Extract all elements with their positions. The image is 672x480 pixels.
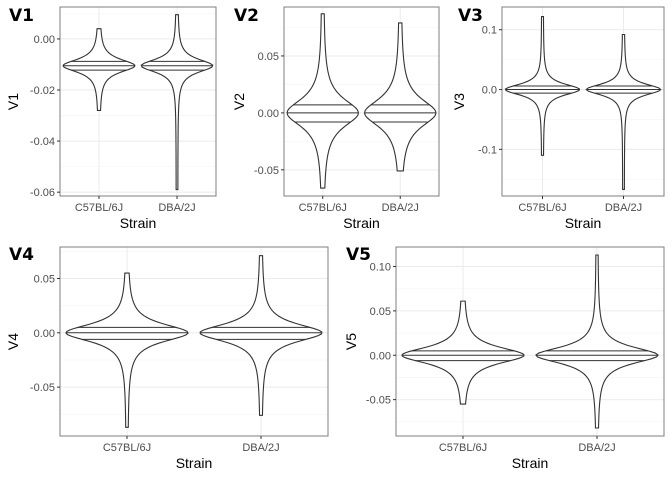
violin-c57bl-6j [65,272,189,428]
y-axis-title: V3 [451,93,467,110]
violin-shape [62,28,136,111]
x-axis-title: Strain [120,215,157,231]
panel-tag: V2 [234,6,259,26]
plot-background [502,7,664,196]
plot-frame [283,6,440,197]
x-tick-label: DBA/2J [158,202,195,214]
x-axis-title: Strain [343,215,380,231]
y-tick-label: -0.05 [366,395,391,407]
violin-shape [585,33,662,190]
y-tick-label: 0.05 [258,51,279,63]
x-tick-label: DBA/2J [578,442,615,454]
y-tick-label: 0.10 [370,262,391,274]
violin-dba-2j [364,22,437,172]
plot-frame [59,6,217,197]
y-tick-label: -0.02 [30,85,55,97]
y-tick-label: 0.0 [482,85,497,97]
y-tick-label: -0.04 [30,136,55,148]
x-tick-label: C57BL/6J [75,202,123,214]
y-tick-label: -0.05 [254,165,279,177]
violin-dba-2j [199,255,323,416]
y-tick-label: -0.06 [30,187,55,199]
y-tick-label: 0.05 [370,306,391,318]
y-axis-title: V4 [5,333,21,350]
panel-tag: V4 [9,245,34,265]
x-tick-label: C57BL/6J [103,442,151,454]
x-axis-title: Strain [512,455,549,471]
violin-dba-2j [140,14,214,191]
violin-c57bl-6j [286,13,359,189]
violin-shape [401,300,525,405]
plot-frame [501,6,665,197]
violin-dba-2j [585,33,662,190]
y-tick-label: 0.00 [34,34,55,46]
plot-frame [59,246,329,437]
panel-tag: V1 [9,6,34,26]
violin-shape [199,255,323,416]
y-tick-label: 0.00 [34,328,55,340]
y-tick-label: 0.1 [482,25,497,37]
violin-shape [286,13,359,189]
plot-background [396,247,664,436]
plot-background [60,7,216,196]
violin-c57bl-6j [504,16,581,156]
violin-shape [364,22,437,172]
x-tick-label: DBA/2J [605,202,642,214]
plot-frame [395,246,665,437]
x-axis-title: Strain [565,215,602,231]
x-tick-label: DBA/2J [382,202,419,214]
violin-c57bl-6j [62,28,136,111]
panel-v5: 0.10 0.05 0.00 -0.05 C57BL/6J DBA/2J Strain V5 V… [343,245,665,471]
x-tick-label: DBA/2J [242,442,279,454]
y-tick-label: 0.00 [258,108,279,120]
violin-shape [140,14,214,191]
x-tick-label: C57BL/6J [518,202,566,214]
y-tick-label: 0.00 [370,350,391,362]
violin-shape [65,272,189,428]
y-tick-label: -0.1 [478,144,497,156]
y-tick-label: 0.05 [34,274,55,286]
y-axis-title: V5 [343,333,359,350]
x-tick-label: C57BL/6J [299,202,347,214]
violin-dba-2j [535,254,659,429]
y-axis-title: V2 [231,93,247,110]
x-axis-title: Strain [176,455,213,471]
violin-c57bl-6j [401,300,525,405]
y-axis-title: V1 [5,93,21,110]
y-tick-label: -0.05 [30,382,55,394]
panel-tag: V5 [346,245,371,265]
panel-v4: 0.05 0.00 -0.05 C57BL/6J DBA/2J Strain V4 V4 [5,245,329,471]
x-tick-label: C57BL/6J [439,442,487,454]
panel-tag: V3 [458,6,483,26]
violin-shape [535,254,659,429]
